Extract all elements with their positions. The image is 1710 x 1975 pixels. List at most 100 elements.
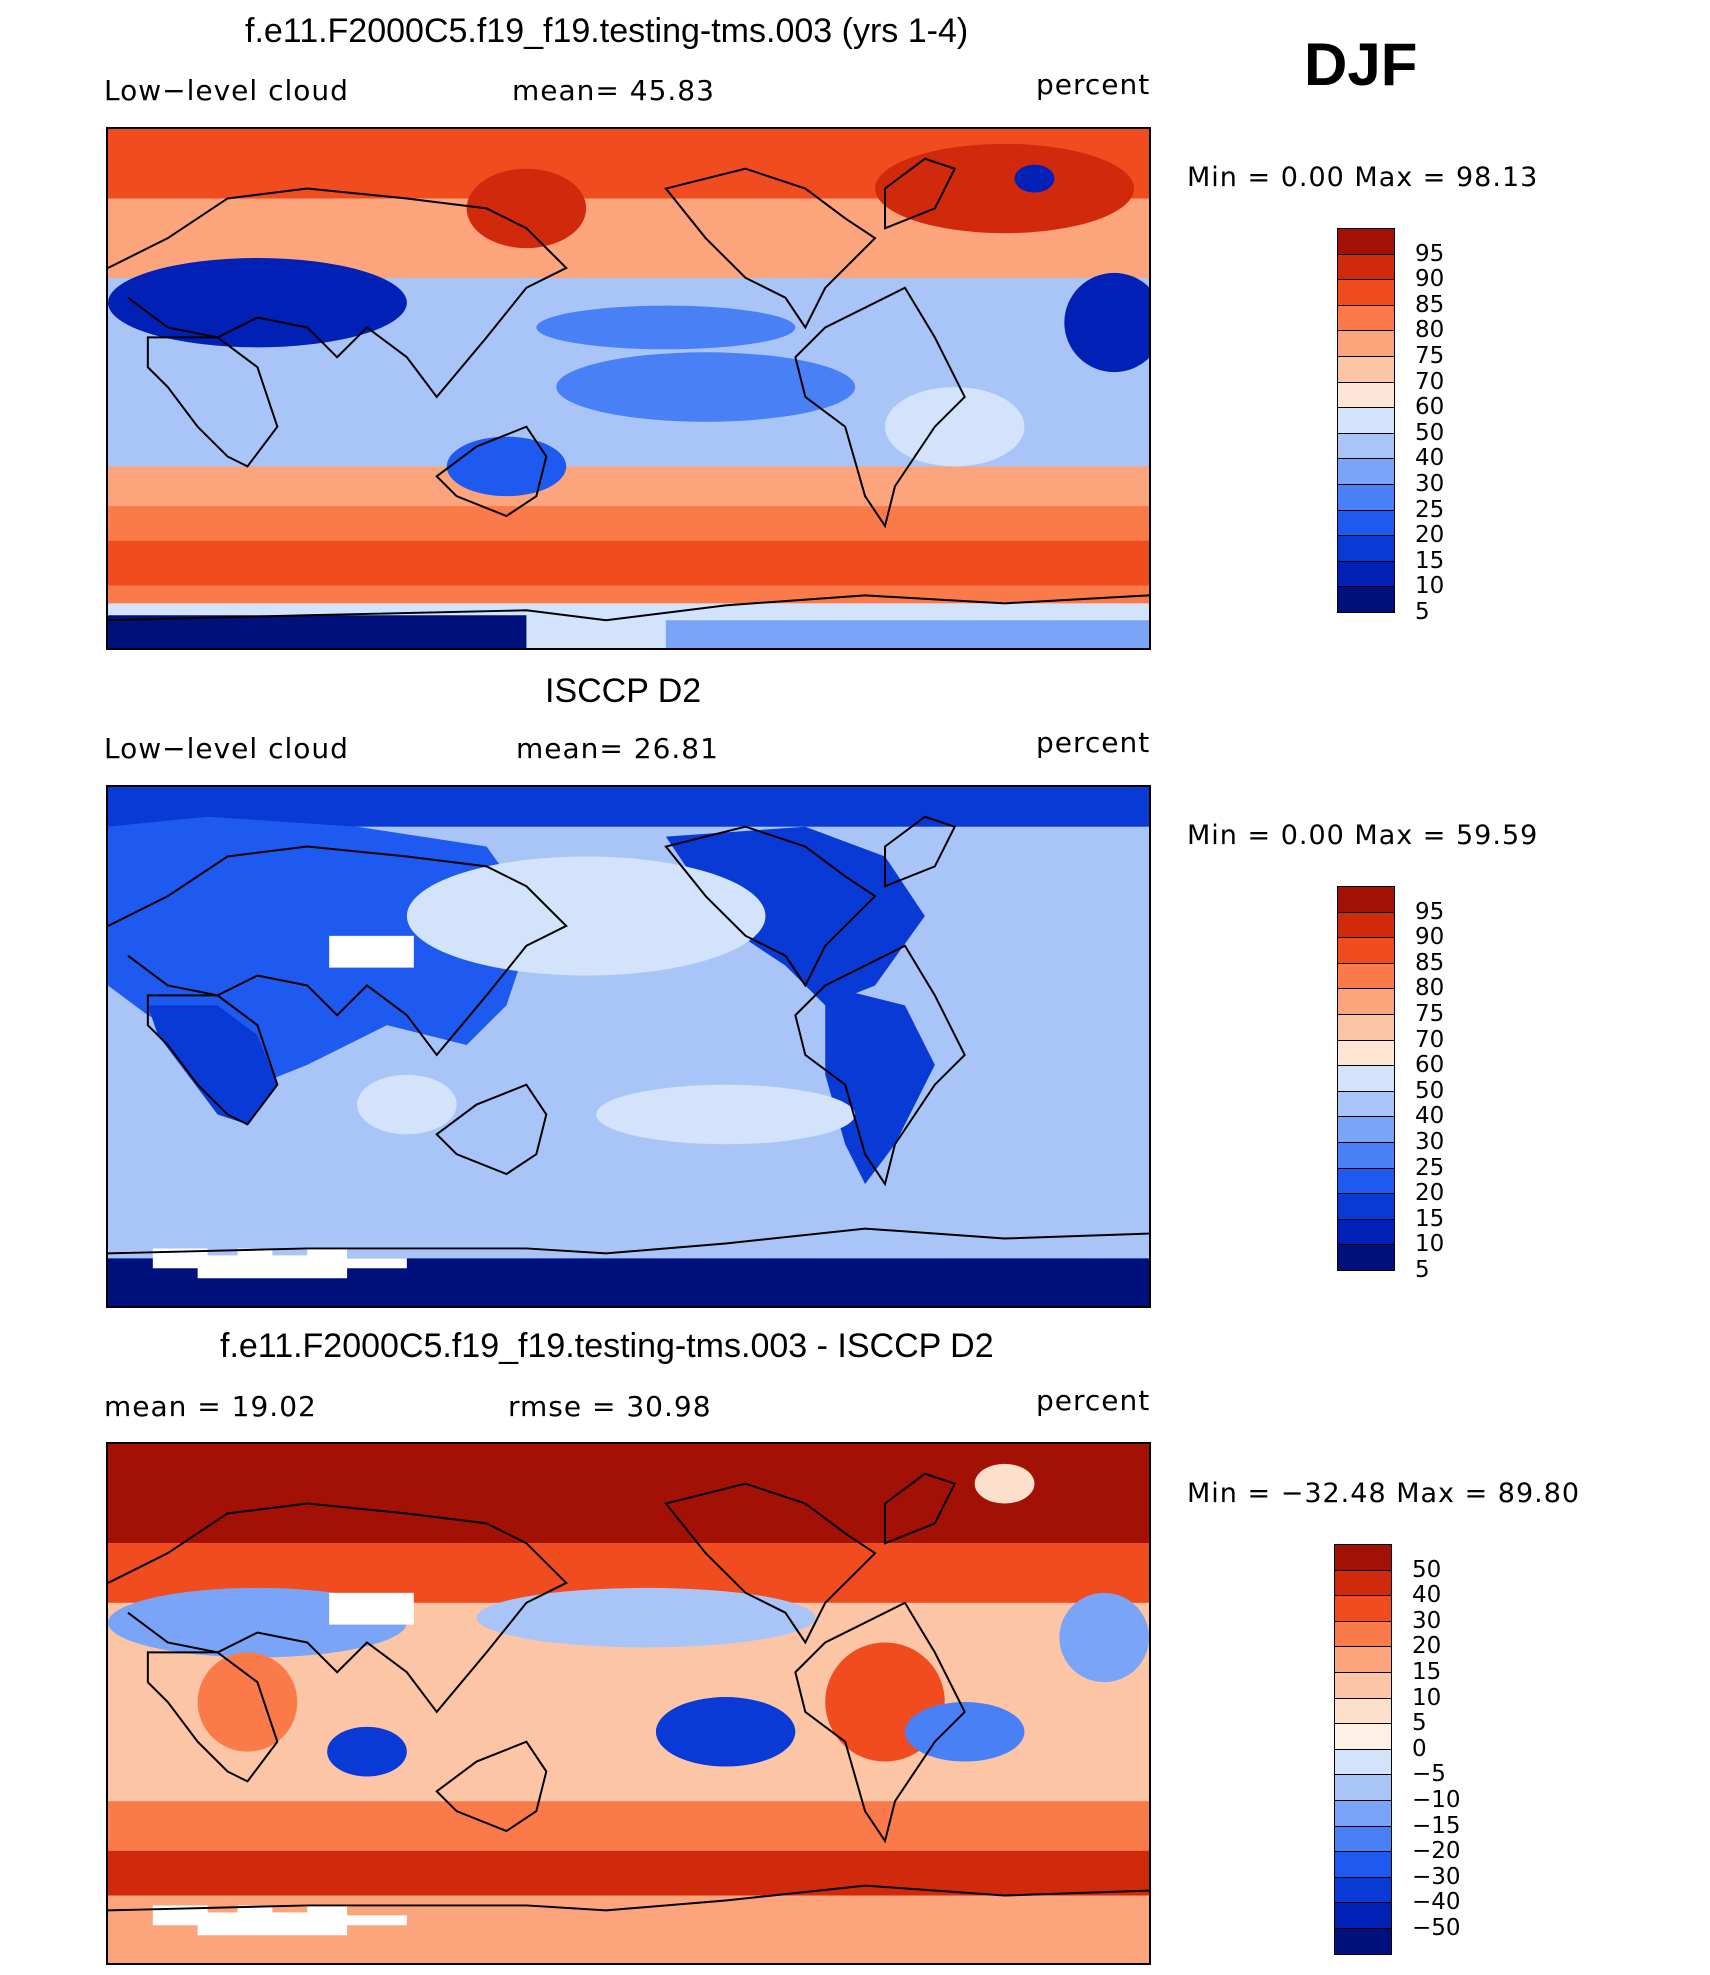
colorbar-label: 15 (1415, 1205, 1445, 1232)
colorbar-swatch (1334, 1774, 1392, 1801)
colorbar-label: 30 (1415, 1129, 1445, 1155)
panel-2-title: ISCCP D2 (545, 672, 702, 710)
colorbar-label: 5 (1415, 1257, 1430, 1283)
panel-1-map-svg (108, 129, 1149, 648)
colorbar-label: −30 (1412, 1863, 1461, 1890)
colorbar-swatch (1337, 1116, 1395, 1143)
colorbar-swatch (1337, 535, 1395, 562)
colorbar-swatch (1337, 937, 1395, 964)
colorbar-label: 10 (1415, 573, 1445, 600)
colorbar-label: 30 (1415, 471, 1445, 497)
colorbar-swatch (1334, 1646, 1392, 1673)
panel-1-title: f.e11.F2000C5.f19_f19.testing-tms.003 (y… (245, 12, 969, 50)
colorbar-swatch (1337, 279, 1395, 306)
colorbar-label: 85 (1415, 949, 1445, 976)
colorbar-label: 40 (1412, 1582, 1442, 1609)
colorbar-swatch (1337, 509, 1395, 537)
season-label: DJF (1304, 31, 1418, 98)
panel-2-map-svg (108, 787, 1149, 1306)
colorbar-swatch (1337, 1218, 1395, 1246)
colorbar-swatch (1334, 1620, 1392, 1648)
colorbar-label: 20 (1415, 522, 1445, 549)
colorbar-label: 60 (1415, 394, 1445, 421)
colorbar-label: 70 (1415, 1026, 1445, 1053)
colorbar-swatch (1334, 1569, 1392, 1597)
colorbar-label: 30 (1412, 1607, 1442, 1634)
colorbar-label: 95 (1415, 898, 1445, 925)
colorbar-label: 20 (1415, 1180, 1445, 1207)
colorbar-swatch (1337, 1167, 1395, 1195)
colorbar-swatch (1337, 1090, 1395, 1118)
colorbar-label: 10 (1412, 1684, 1442, 1711)
panel-1-units-label: percent (1036, 68, 1151, 101)
colorbar-swatch (1337, 381, 1395, 409)
colorbar-label: 20 (1412, 1633, 1442, 1660)
colorbar-label: 5 (1415, 599, 1430, 625)
colorbar-label: 90 (1415, 924, 1445, 951)
colorbar-swatch (1337, 962, 1395, 990)
colorbar-swatch (1334, 1851, 1392, 1878)
colorbar-label: −15 (1412, 1812, 1461, 1839)
panel-3-title: f.e11.F2000C5.f19_f19.testing-tms.003 - … (220, 1327, 994, 1365)
colorbar-label: −5 (1412, 1761, 1446, 1788)
colorbar-label: 50 (1412, 1556, 1442, 1583)
colorbar-swatch (1337, 356, 1395, 383)
panel-2-minmax: Min = 0.00 Max = 59.59 (1187, 820, 1539, 851)
colorbar-swatch (1337, 458, 1395, 485)
colorbar-swatch (1334, 1723, 1392, 1750)
colorbar-label: 90 (1415, 266, 1445, 293)
panel-1-mean-label: mean= 45.83 (512, 74, 715, 107)
colorbar-label: 0 (1412, 1735, 1427, 1762)
colorbar-label: −10 (1412, 1787, 1461, 1813)
panel-2-mean-label: mean= 26.81 (516, 732, 719, 765)
colorbar-label: 40 (1415, 1103, 1445, 1130)
colorbar-swatch (1337, 1193, 1395, 1220)
colorbar-label: 15 (1412, 1659, 1442, 1685)
colorbar-swatch (1337, 253, 1395, 281)
colorbar-swatch (1334, 1544, 1392, 1571)
colorbar-swatch (1337, 560, 1395, 588)
colorbar-label: 25 (1415, 496, 1445, 523)
colorbar-swatch (1337, 1014, 1395, 1041)
colorbar-swatch (1334, 1825, 1392, 1853)
colorbar-swatch (1337, 988, 1395, 1015)
panel-3-rmse-label: rmse = 30.98 (508, 1390, 712, 1423)
colorbar-swatch (1337, 304, 1395, 332)
colorbar-swatch (1337, 1244, 1395, 1271)
colorbar-swatch (1337, 886, 1395, 913)
colorbar-swatch (1334, 1595, 1392, 1622)
colorbar-swatch (1337, 407, 1395, 434)
colorbar-label: 50 (1415, 1077, 1445, 1104)
colorbar-swatch (1337, 911, 1395, 939)
colorbar-label: 75 (1415, 1001, 1445, 1027)
colorbar-label: 75 (1415, 343, 1445, 369)
colorbar-swatch (1337, 1039, 1395, 1067)
colorbar-label: 95 (1415, 240, 1445, 267)
colorbar-swatch (1337, 228, 1395, 255)
colorbar-swatch (1334, 1800, 1392, 1827)
colorbar-swatch (1334, 1876, 1392, 1904)
colorbar-swatch (1334, 1697, 1392, 1725)
colorbar-label: 40 (1415, 445, 1445, 472)
panel-3-map-svg (108, 1444, 1149, 1963)
colorbar-label: 25 (1415, 1154, 1445, 1181)
colorbar-swatch (1337, 484, 1395, 511)
panel-3-map (106, 1442, 1151, 1965)
colorbar-swatch (1337, 432, 1395, 460)
colorbar-label: 10 (1415, 1231, 1445, 1258)
panel-2-variable-label: Low−level cloud (104, 732, 349, 765)
colorbar-label: 60 (1415, 1052, 1445, 1079)
colorbar-label: 80 (1415, 975, 1445, 1002)
colorbar-label: 50 (1415, 419, 1445, 446)
colorbar-swatch (1337, 1142, 1395, 1169)
colorbar-label: −50 (1412, 1915, 1461, 1941)
colorbar-label: 15 (1415, 547, 1445, 574)
colorbar-label: 85 (1415, 291, 1445, 318)
colorbar-swatch (1337, 1065, 1395, 1092)
colorbar-label: 5 (1412, 1710, 1427, 1737)
colorbar-swatch (1334, 1928, 1392, 1955)
colorbar-swatch (1334, 1672, 1392, 1699)
panel-3-mean-label: mean = 19.02 (104, 1390, 317, 1423)
colorbar-label: −40 (1412, 1889, 1461, 1916)
colorbar-swatch (1337, 586, 1395, 613)
